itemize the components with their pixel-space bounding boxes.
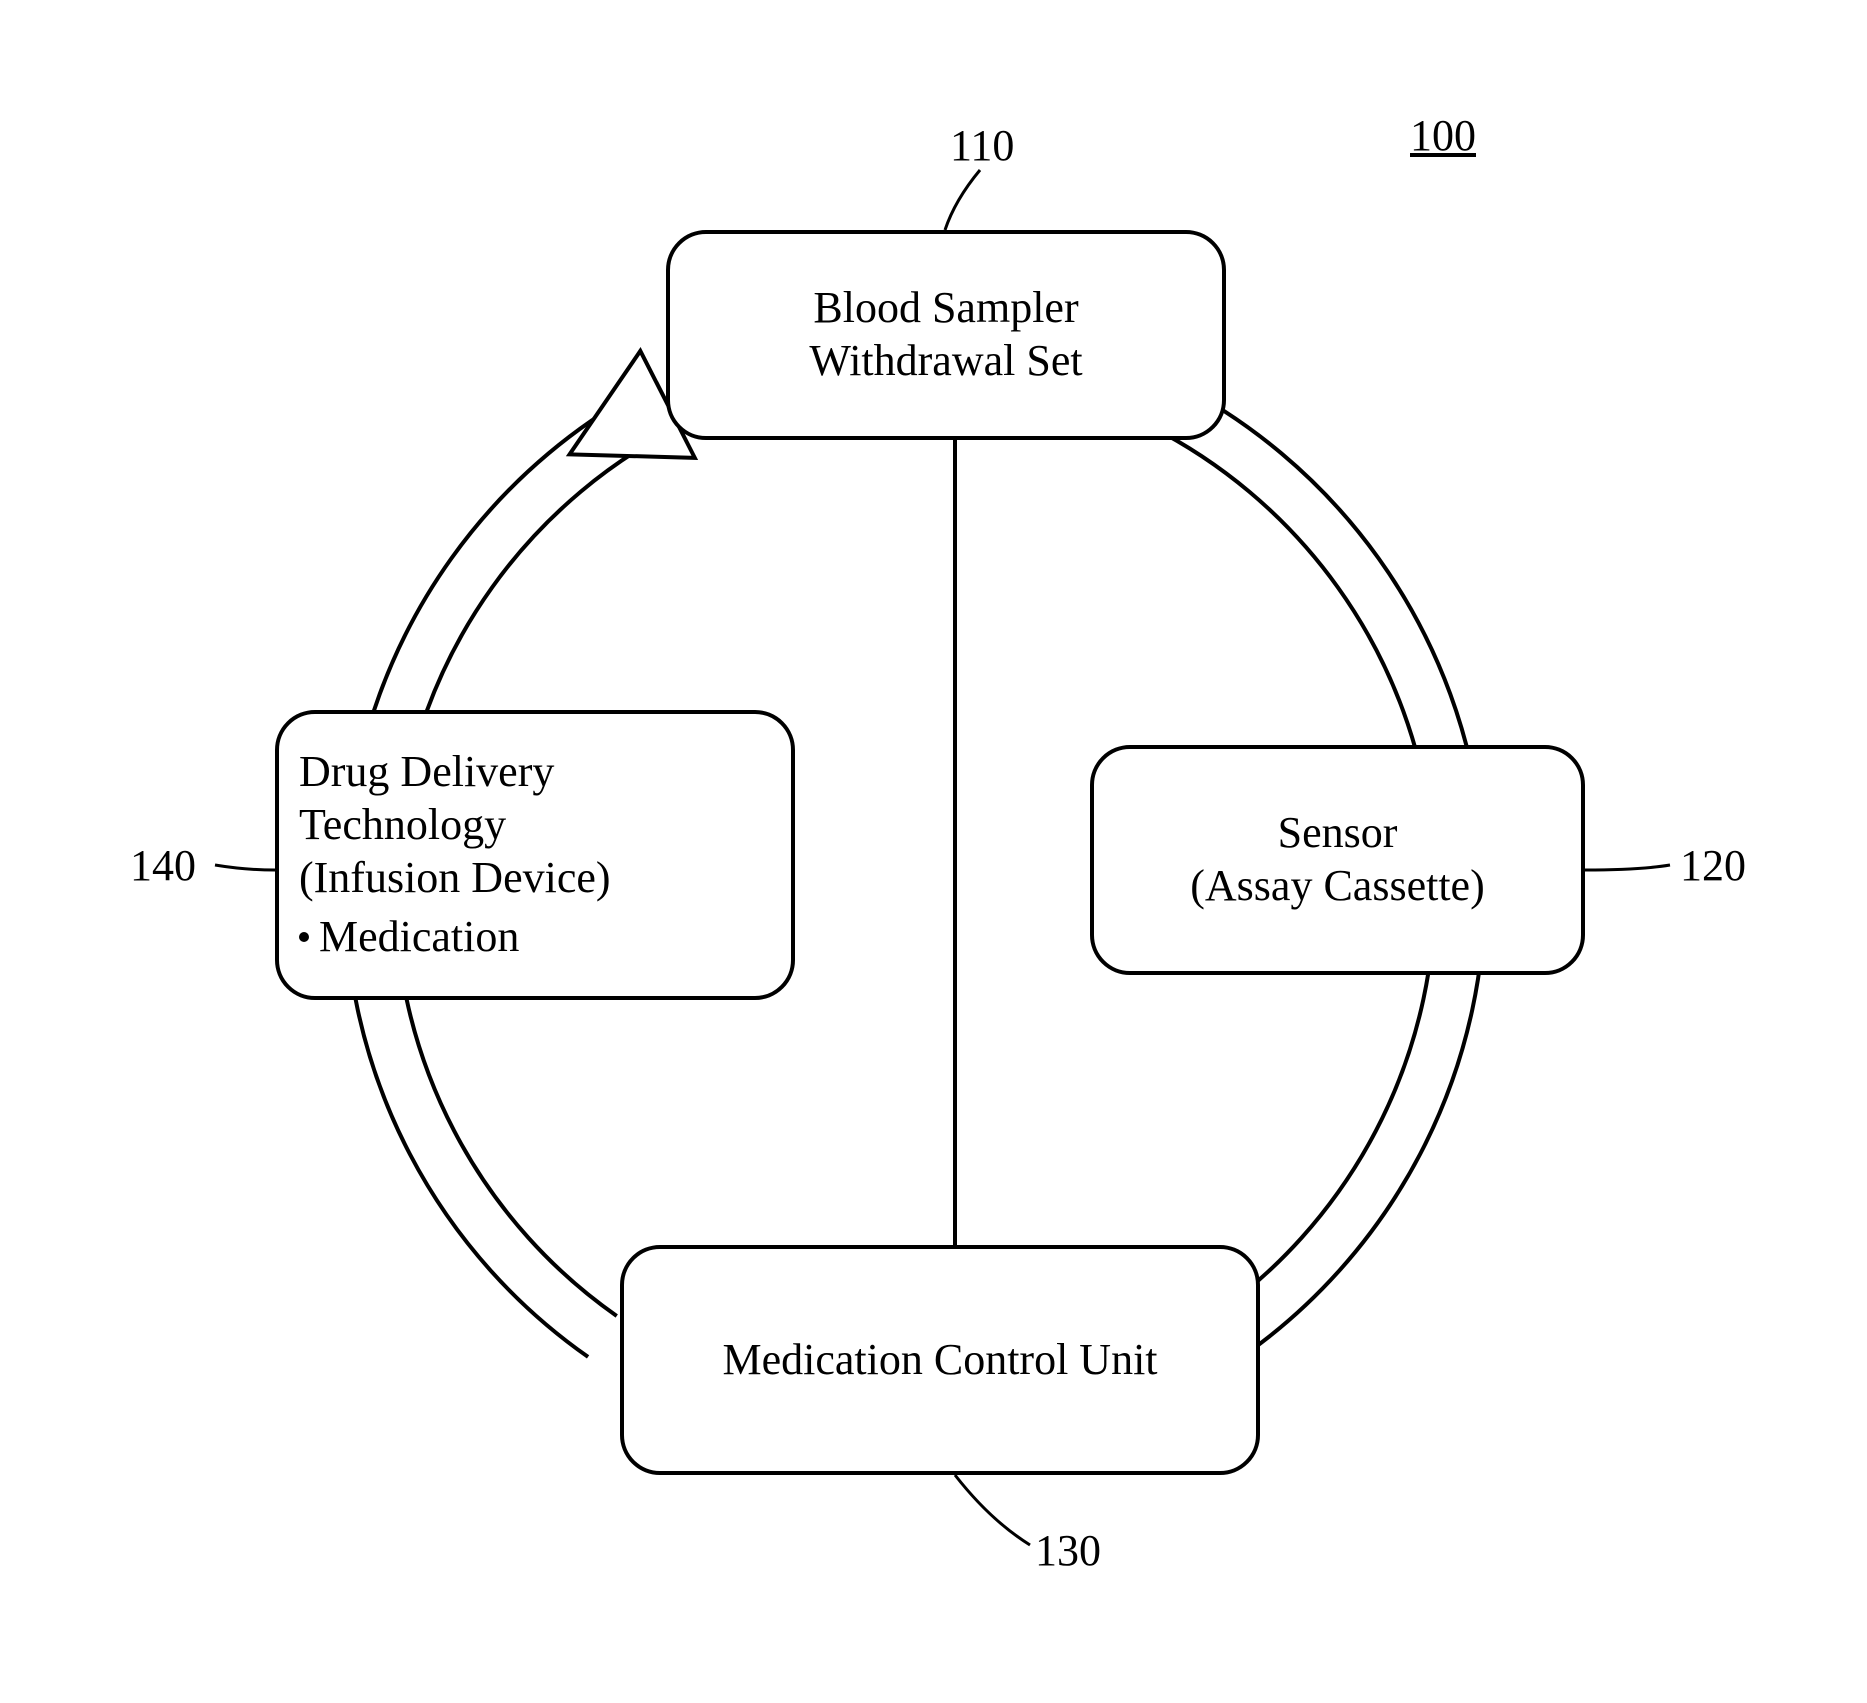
ref-120: 120: [1680, 840, 1746, 891]
box-line: Medication Control Unit: [722, 1334, 1157, 1387]
ref-140: 140: [130, 840, 196, 891]
box-line: (Assay Cassette): [1190, 860, 1485, 913]
box-line: Withdrawal Set: [809, 335, 1082, 388]
box-drug-delivery: Drug Delivery Technology (Infusion Devic…: [275, 710, 795, 1000]
ref-main: 100: [1410, 110, 1476, 161]
box-line: Sensor: [1278, 807, 1398, 860]
bullet-icon: [299, 932, 309, 942]
ref-130: 130: [1035, 1525, 1101, 1576]
box-sensor: Sensor (Assay Cassette): [1090, 745, 1585, 975]
box-medication-control: Medication Control Unit: [620, 1245, 1260, 1475]
ref-110: 110: [950, 120, 1014, 171]
box-bullet-line: Medication: [299, 911, 519, 964]
box-bullet-text: Medication: [319, 911, 519, 964]
box-line: Blood Sampler: [813, 282, 1078, 335]
box-line: Drug Delivery: [299, 746, 554, 799]
box-line: (Infusion Device): [299, 852, 611, 905]
box-blood-sampler: Blood Sampler Withdrawal Set: [666, 230, 1226, 440]
box-line: Technology: [299, 799, 506, 852]
patent-figure: Blood Sampler Withdrawal Set Sensor (Ass…: [0, 0, 1867, 1703]
